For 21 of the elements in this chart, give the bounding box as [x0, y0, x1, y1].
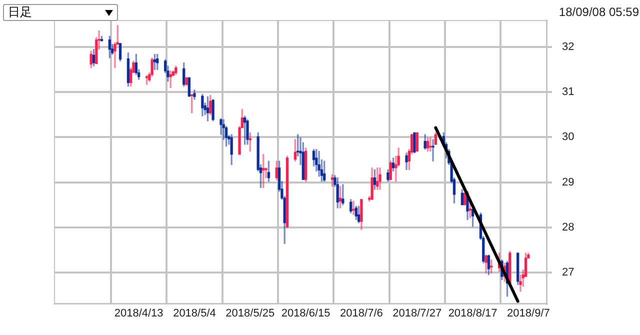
x-tick-label: 2018/5/4 [173, 308, 216, 320]
y-tick-label: 29 [562, 176, 574, 188]
x-tick-label: 2018/7/6 [340, 308, 383, 320]
y-tick-label: 27 [562, 266, 574, 278]
candlestick [264, 168, 268, 178]
y-tick-label: 30 [562, 131, 574, 144]
x-tick-label: 2018/9/7 [507, 308, 550, 320]
text: 日足 [8, 5, 32, 20]
x-tick-label: 2018/5/25 [226, 308, 275, 320]
candlestick [352, 200, 355, 216]
candlestick [318, 150, 320, 177]
x-tick-label: 2018/6/15 [281, 308, 330, 320]
y-tick-label: 28 [562, 221, 574, 234]
y-tick-label: 31 [562, 86, 574, 98]
y-tick-label: 32 [562, 41, 574, 54]
text: 18/09/08 05:59 [558, 5, 639, 19]
x-tick-label: 2018/4/13 [114, 308, 164, 320]
x-tick-label: 2018/7/27 [392, 308, 442, 320]
candlestick [432, 139, 434, 162]
x-tick-label: 2018/8/17 [448, 308, 498, 320]
candlestick [519, 274, 522, 292]
